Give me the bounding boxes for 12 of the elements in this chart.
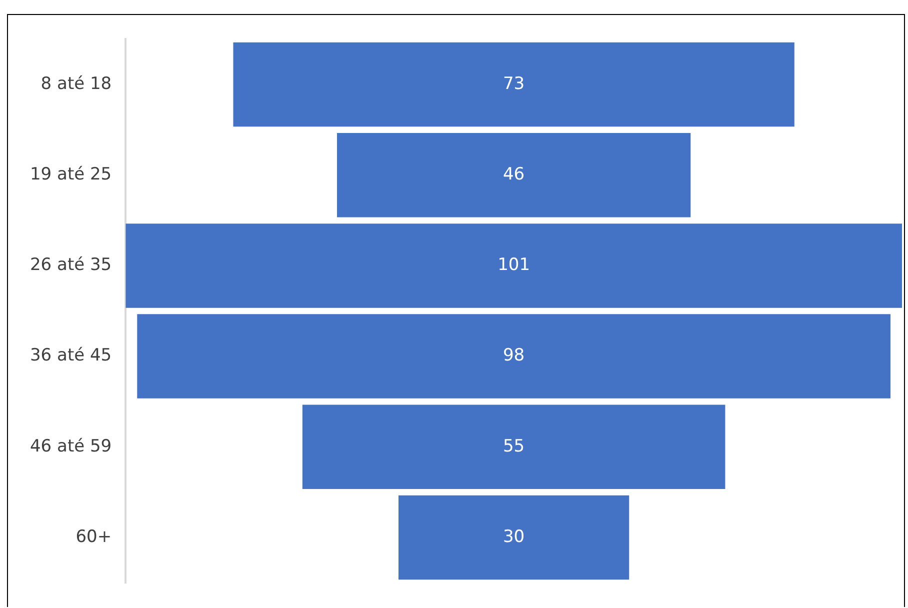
category-label: 36 até 45 [30, 346, 112, 366]
category-label: 46 até 59 [30, 436, 112, 456]
data-label: 55 [502, 436, 525, 456]
data-label: 73 [502, 74, 525, 94]
category-label: 26 até 35 [30, 255, 112, 276]
data-label: 98 [502, 346, 525, 366]
category-label: 19 até 25 [30, 164, 112, 185]
category-label: 8 até 18 [40, 74, 112, 94]
category-label: 60+ [76, 526, 112, 547]
data-label: 30 [502, 526, 525, 547]
data-label: 46 [502, 164, 525, 185]
data-label: 101 [498, 255, 530, 276]
